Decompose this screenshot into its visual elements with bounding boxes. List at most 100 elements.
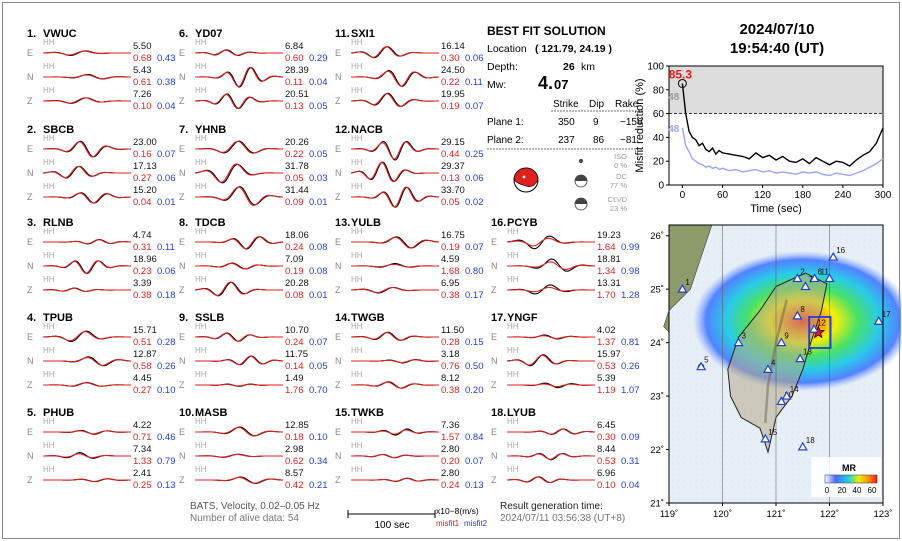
x-tick-label: 240 <box>835 190 852 201</box>
synthetic-waveform <box>506 476 595 484</box>
instrument-code: HH <box>195 38 207 47</box>
component-label: Z <box>335 96 341 106</box>
station-map-label: 4 <box>771 358 776 367</box>
result-generation-label: Result generation time: <box>500 501 603 512</box>
station-map-label: 5 <box>704 356 709 365</box>
station-map-label: 13 <box>803 348 812 357</box>
misfit2-value: 0.50 <box>465 361 484 372</box>
component-label: Z <box>491 380 497 390</box>
misfit-chart: 0 20 40 60 80 100 0 60 120 180 240 300 Time (sec) Mis… <box>634 62 892 216</box>
instrument-code: HH <box>43 38 55 47</box>
component-label: E <box>335 144 341 154</box>
misfit2-value: 0.29 <box>309 53 328 64</box>
misfit1-value: 0.20 <box>441 456 460 467</box>
misfit2-value: 0.13 <box>157 480 176 491</box>
misfit2-value: 0.26 <box>621 361 640 372</box>
component-label: E <box>335 237 341 247</box>
misfit1-value: 1.70 <box>597 290 616 301</box>
misfit1-value: 0.18 <box>285 432 304 443</box>
misfit2-value: 0.99 <box>621 242 640 253</box>
station-triangle <box>828 251 839 261</box>
misfit2-value: 0.10 <box>309 432 328 443</box>
misfit1-value: 0.19 <box>441 242 460 253</box>
component-label: N <box>335 72 342 82</box>
misfit2-value: 0.03 <box>309 173 328 184</box>
station-name: SXI1 <box>351 28 375 40</box>
instrument-code: HH <box>195 322 207 331</box>
misfit1-value: 0.60 <box>285 53 304 64</box>
rake-header: Rake <box>615 99 639 110</box>
misfit1-value: 0.44 <box>441 149 460 160</box>
component-label: Z <box>335 285 341 295</box>
peak-amplitude: 20.51 <box>285 89 309 100</box>
station-panel-twgb: 14. TWGB E HH 11.500.28 0.15 N HH 3.180.76 0.50 Z H… <box>335 312 484 396</box>
component-label: E <box>179 48 185 58</box>
station-marker: 1 <box>677 278 690 293</box>
synthetic-waveform <box>195 453 283 458</box>
misfit2-value: 0.06 <box>157 173 176 184</box>
plane-rake: −81 <box>620 135 637 146</box>
instrument-code: HH <box>195 370 207 379</box>
plane-strike: 350 <box>558 117 575 128</box>
component-label: Z <box>335 475 341 485</box>
y-axis-label: Misfit reduction (%) <box>634 78 646 172</box>
synthetic-waveform <box>350 46 439 58</box>
synthetic-waveform <box>43 192 131 204</box>
station-number: 7. <box>179 124 188 136</box>
station-panel-lyub: 18. LYUB E HH 6.450.30 0.09 N HH 8.440.53 0.31 Z HH… <box>491 407 640 491</box>
synthetic-waveform <box>351 429 439 435</box>
component-label: Z <box>179 475 185 485</box>
station-triangle <box>776 337 787 347</box>
misfit1-value: 0.28 <box>441 337 460 348</box>
misfit1-value: 0.10 <box>133 101 152 112</box>
instrument-code: HH <box>507 465 519 474</box>
misfit2-value: 0.01 <box>157 197 176 208</box>
misfit1-value: 0.22 <box>285 149 304 160</box>
station-panel-phub: 5. PHUB E HH 4.220.71 0.46 N HH 7.341.33 0.79 Z HH 2… <box>27 407 176 491</box>
component-label: Z <box>179 96 185 106</box>
component-label: E <box>179 427 185 437</box>
peak-amplitude: 28.39 <box>285 65 309 76</box>
instrument-code: HH <box>351 251 363 260</box>
component-label: N <box>335 356 342 366</box>
component-label: E <box>27 332 33 342</box>
instrument-code: HH <box>195 441 207 450</box>
observed-waveform <box>350 161 439 182</box>
synthetic-waveform <box>43 239 131 245</box>
instrument-code: HH <box>507 417 519 426</box>
component-label: N <box>491 451 498 461</box>
station-panel-rlnb: 3. RLNB E HH 4.740.31 0.11 N HH 18.960.23 0.06 Z HH… <box>27 217 176 301</box>
peak-amplitude: 6.84 <box>285 41 304 52</box>
y-tick-label: 60 <box>653 109 665 120</box>
instrument-code: HH <box>351 38 363 47</box>
instrument-code: HH <box>507 346 519 355</box>
component-label: Z <box>27 96 33 106</box>
station-number: 18. <box>491 407 506 419</box>
depth-label: Depth: <box>487 61 518 73</box>
peak-amplitude: 19.95 <box>441 89 465 100</box>
station-name: YNGF <box>507 312 538 324</box>
misfit1-value: 0.10 <box>597 480 616 491</box>
misfit2-value: 0.07 <box>465 242 484 253</box>
station-panel-vwuc: 1. VWUC E HH 5.500.68 0.43 N HH 5.430.61 0.38 Z HH 7… <box>27 28 176 112</box>
component-label: N <box>179 261 186 271</box>
misfit1-value: 0.05 <box>285 173 304 184</box>
peak-amplitude: 15.20 <box>133 185 157 196</box>
synthetic-waveform <box>350 286 439 294</box>
misfit2-value: 1.07 <box>621 385 640 396</box>
station-name: PHUB <box>43 407 74 419</box>
depth-value: 26 <box>563 61 575 73</box>
misfit1-value: 0.30 <box>597 432 616 443</box>
best-fit-solution: BEST FIT SOLUTION Location ( 121.79, 24.19… <box>487 24 643 213</box>
instrument-code: HH <box>351 182 363 191</box>
misfit2-value: 0.46 <box>157 432 176 443</box>
map-colorbar: MR 0 20 40 60 <box>811 457 881 497</box>
plane-dip: 86 <box>593 135 605 146</box>
misfit1-value: 0.22 <box>441 77 460 88</box>
misfit1-legend: misfit1 <box>436 519 460 528</box>
instrument-code: HH <box>351 370 363 379</box>
peak-amplitude: 5.39 <box>597 373 616 384</box>
synthetic-waveform <box>195 355 284 366</box>
